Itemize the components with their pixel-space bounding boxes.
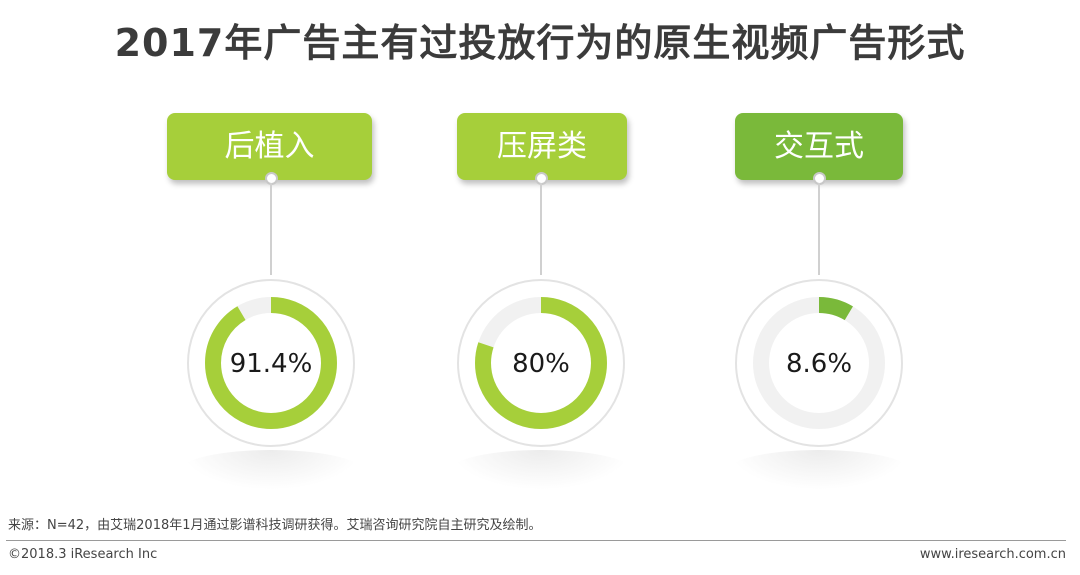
donut-reflection-2 (729, 450, 909, 490)
source-note: 来源：N=42，由艾瑞2018年1月通过影谱科技调研获得。艾瑞咨询研究院自主研究… (8, 518, 542, 533)
connector-line-0 (270, 183, 272, 275)
donut-value-arc-2 (753, 297, 885, 429)
donut-value-label-2: 8.6% (786, 349, 852, 379)
donut-reflection-0 (181, 450, 361, 490)
donut-value-label-0: 91.4% (230, 349, 313, 379)
connector-line-1 (540, 183, 542, 275)
category-card-1: 压屏类 (457, 113, 627, 180)
connector-line-2 (818, 183, 820, 275)
donut-value-arc-0 (205, 297, 337, 429)
footer-divider (6, 540, 1066, 541)
donut-value-arc-1 (475, 297, 607, 429)
donut-reflection-1 (451, 450, 631, 490)
donut-chart-1: 80% (457, 279, 625, 447)
website-link[interactable]: www.iresearch.com.cn (919, 547, 1066, 562)
category-card-0: 后植入 (167, 113, 372, 180)
donut-value-label-1: 80% (512, 349, 570, 379)
copyright: ©2018.3 iResearch Inc (8, 547, 158, 562)
chart-title: 2017年广告主有过投放行为的原生视频广告形式 (114, 21, 966, 65)
donut-chart-0: 91.4% (187, 279, 355, 447)
donut-chart-2: 8.6% (735, 279, 903, 447)
category-card-2: 交互式 (735, 113, 903, 180)
